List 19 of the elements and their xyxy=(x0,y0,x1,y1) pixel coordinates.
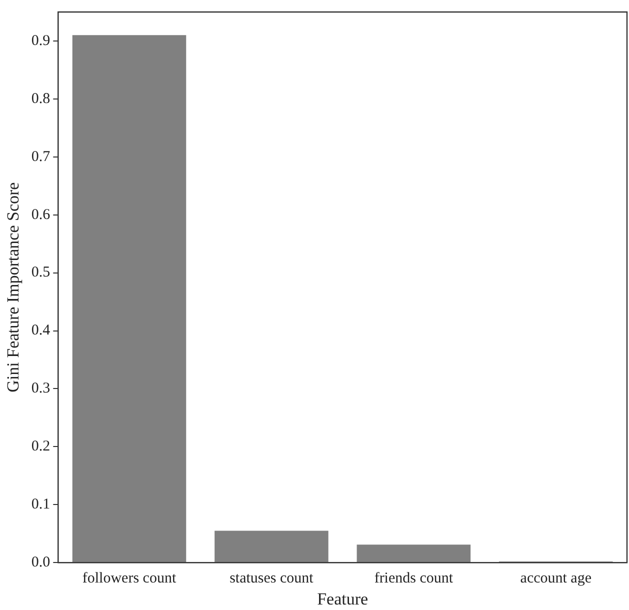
bar xyxy=(214,530,328,562)
y-tick-label: 0.6 xyxy=(31,206,51,223)
x-tick-label: friends count xyxy=(374,570,454,587)
bar xyxy=(356,544,471,562)
bar xyxy=(72,35,186,562)
x-tick-label: account age xyxy=(520,570,592,587)
y-tick-label: 0.1 xyxy=(31,496,50,513)
y-tick-label: 0.4 xyxy=(31,322,51,339)
x-axis-title: Feature xyxy=(317,589,368,608)
y-tick-label: 0.8 xyxy=(31,90,50,107)
x-tick-label: followers count xyxy=(82,570,177,587)
y-tick-label: 0.9 xyxy=(31,32,50,49)
y-tick-label: 0.2 xyxy=(31,438,50,455)
y-tick-label: 0.0 xyxy=(31,554,50,571)
y-tick-label: 0.7 xyxy=(31,148,51,165)
y-tick-label: 0.5 xyxy=(31,264,50,281)
y-axis-title: Gini Feature Importance Score xyxy=(4,182,23,392)
y-tick-label: 0.3 xyxy=(31,380,50,397)
x-tick-label: statuses count xyxy=(230,570,314,587)
